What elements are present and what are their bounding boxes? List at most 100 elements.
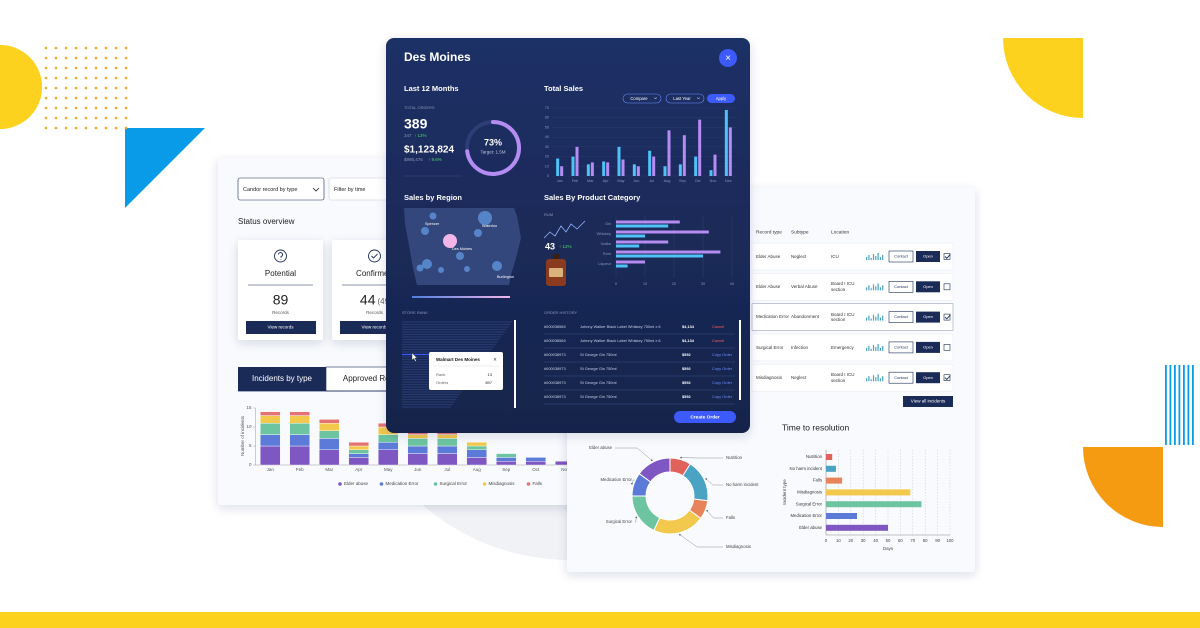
city-label: Waterloo	[482, 224, 497, 228]
card	[238, 240, 323, 340]
button[interactable]	[916, 341, 940, 353]
button[interactable]	[888, 311, 914, 323]
button[interactable]	[246, 321, 316, 334]
bar	[571, 156, 575, 176]
dropdown[interactable]	[622, 93, 662, 104]
bar	[826, 454, 833, 460]
sparkline-bar	[882, 376, 884, 382]
checkmark	[944, 254, 951, 259]
bar	[826, 501, 922, 508]
y-tick-label: Elder abuse	[799, 525, 823, 530]
deco-dot	[64, 66, 68, 70]
checkbox[interactable]	[943, 283, 951, 291]
sparkline-bar	[877, 283, 879, 291]
row-action: Cancel	[712, 324, 724, 329]
cell: Surgical Error	[756, 345, 784, 350]
deco-triangle	[125, 128, 205, 208]
deco-dot	[124, 96, 128, 100]
map-bubble	[464, 266, 470, 272]
sparkline-bar	[875, 286, 877, 291]
button[interactable]	[903, 396, 953, 407]
cell: Board I ICU section	[831, 312, 855, 322]
button[interactable]	[888, 250, 914, 263]
bar	[616, 234, 645, 238]
button[interactable]	[707, 94, 735, 103]
gauge-arc	[465, 120, 521, 176]
section-label: STORE RANK	[402, 310, 428, 315]
button[interactable]	[916, 311, 940, 323]
bar	[616, 250, 721, 254]
bar-segment	[319, 430, 340, 439]
checkbox[interactable]	[943, 374, 951, 382]
checkbox[interactable]	[943, 253, 951, 260]
row-action: Copy Order	[712, 352, 733, 357]
card-title: Confirmed	[356, 269, 393, 278]
order-cell: St George Gin 750ml	[580, 352, 617, 357]
deco-dot	[94, 86, 98, 90]
button[interactable]	[888, 371, 914, 384]
checkbox[interactable]	[943, 313, 951, 321]
deco-dot	[54, 126, 58, 130]
bar	[602, 161, 606, 176]
map-shape	[404, 208, 521, 285]
sparkline-bar	[879, 317, 881, 321]
sparkline-bar	[872, 375, 875, 382]
bar-segment	[319, 423, 340, 432]
deco-dot	[124, 46, 128, 50]
legend-label: Medication Error	[386, 481, 420, 486]
button-label: Contact	[894, 284, 909, 289]
y-tick-label: 40	[545, 135, 549, 139]
bar	[616, 254, 703, 258]
deco-dot	[84, 86, 88, 90]
order-cell: St George Gin 750ml	[580, 380, 617, 385]
button[interactable]	[888, 341, 914, 354]
card-icon	[371, 253, 378, 259]
x-tick-label: 10	[836, 538, 841, 543]
tab[interactable]	[238, 367, 326, 391]
deco-stripe	[1187, 365, 1190, 445]
deco-dot	[104, 66, 108, 70]
order-cell: Johnny Walker Black Label Whiskey 750ml …	[580, 324, 661, 329]
order-cell: #000038973	[544, 394, 566, 399]
deco-dot	[104, 96, 108, 100]
button[interactable]	[916, 372, 940, 384]
bar-segment	[525, 457, 546, 462]
y-tick-label: 70	[545, 106, 549, 110]
deco-dot	[104, 116, 108, 120]
checkmark	[944, 314, 951, 320]
x-axis-label: Days	[883, 546, 894, 551]
deco-dot	[114, 86, 118, 90]
button[interactable]	[916, 251, 940, 262]
button[interactable]	[674, 411, 736, 423]
bar	[652, 156, 656, 176]
sparkline-bar	[882, 345, 884, 351]
bar	[709, 170, 713, 176]
bar	[616, 240, 669, 244]
bar	[648, 150, 652, 176]
button[interactable]	[888, 280, 914, 293]
dropdown[interactable]	[665, 93, 705, 104]
leader-line	[706, 478, 723, 486]
column-header: Record type	[756, 229, 782, 235]
map-bubble	[456, 252, 464, 260]
bar	[826, 477, 843, 484]
map-legend	[412, 296, 510, 298]
bar	[616, 230, 709, 234]
y-tick-label: Liqueur	[598, 262, 611, 266]
checkbox[interactable]	[943, 344, 951, 351]
chevron	[696, 97, 701, 100]
button[interactable]	[916, 281, 940, 293]
select[interactable]	[237, 177, 325, 201]
deco-dot	[94, 96, 98, 100]
tooltip	[429, 352, 503, 390]
deco-dot	[94, 106, 98, 110]
donut-segment	[638, 457, 671, 483]
sparkline-bar	[872, 344, 875, 351]
deco-dot	[74, 96, 78, 100]
row-action: Copy Order	[712, 380, 733, 385]
order-cell: #000038973	[544, 352, 566, 357]
button-label: Open	[923, 254, 933, 259]
control-label: Apply	[716, 96, 727, 101]
close-button[interactable]	[719, 49, 737, 67]
map-bubble	[492, 261, 502, 271]
